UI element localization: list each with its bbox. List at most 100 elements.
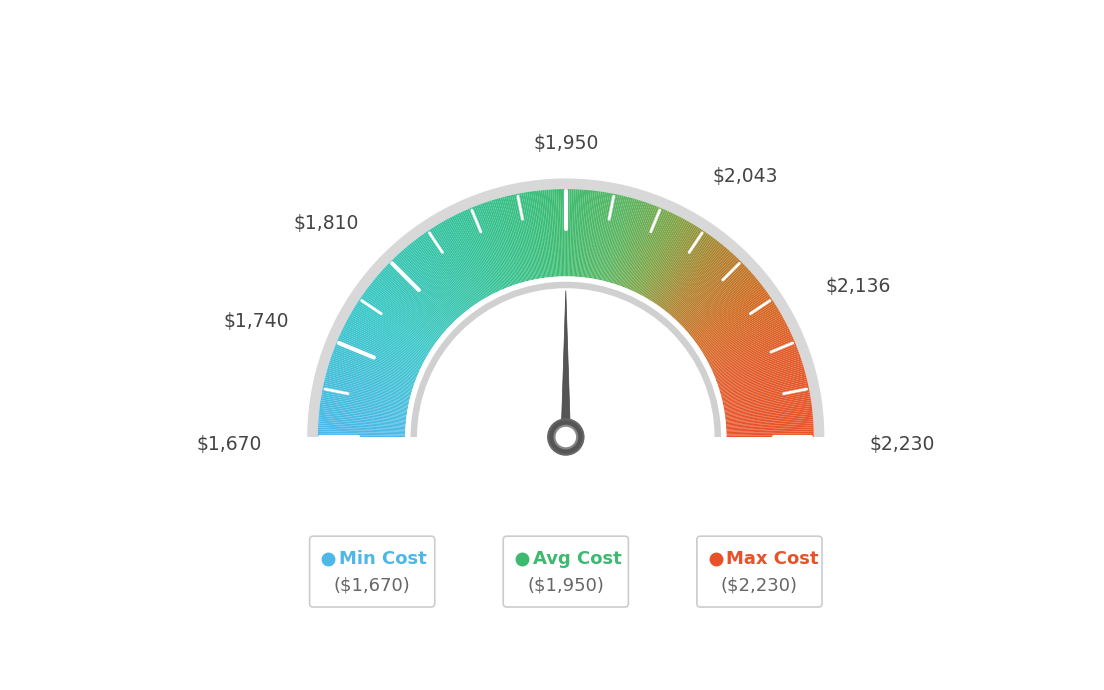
Wedge shape [718,359,802,387]
Wedge shape [454,215,493,294]
Wedge shape [650,226,699,302]
Wedge shape [393,257,455,322]
Wedge shape [723,386,809,406]
Wedge shape [703,309,779,355]
Wedge shape [361,296,434,347]
Wedge shape [386,264,450,326]
Wedge shape [609,198,635,283]
Wedge shape [335,346,416,379]
Wedge shape [466,210,502,290]
Wedge shape [673,253,733,318]
Wedge shape [661,237,714,308]
Wedge shape [443,221,487,297]
Wedge shape [647,223,692,299]
Wedge shape [665,241,720,311]
Wedge shape [644,219,687,297]
Wedge shape [338,339,418,375]
Wedge shape [318,424,405,429]
Wedge shape [725,414,813,423]
Wedge shape [369,285,439,339]
Wedge shape [726,425,814,431]
Wedge shape [694,290,766,343]
Wedge shape [340,333,420,371]
Wedge shape [510,195,531,281]
Wedge shape [471,207,506,288]
Wedge shape [384,267,448,328]
Wedge shape [326,375,411,398]
Wedge shape [364,291,436,344]
Wedge shape [630,210,668,290]
Wedge shape [381,270,447,330]
Wedge shape [539,190,550,277]
Wedge shape [318,429,405,433]
Wedge shape [635,213,675,293]
Wedge shape [722,383,808,403]
Wedge shape [679,262,743,324]
Wedge shape [449,217,491,295]
Wedge shape [467,208,503,290]
Wedge shape [710,328,789,368]
Wedge shape [569,189,572,277]
Wedge shape [670,248,729,316]
FancyBboxPatch shape [309,536,435,607]
Wedge shape [711,331,790,370]
Wedge shape [402,250,460,317]
Wedge shape [726,435,814,437]
Wedge shape [549,190,555,277]
Wedge shape [338,337,418,373]
Wedge shape [633,212,671,292]
Wedge shape [415,239,469,309]
Wedge shape [318,422,405,428]
Wedge shape [654,230,703,304]
Wedge shape [556,189,561,277]
Wedge shape [721,372,806,396]
Wedge shape [529,192,543,278]
Wedge shape [607,197,631,282]
Wedge shape [320,400,407,415]
Wedge shape [562,189,564,277]
Text: Avg Cost: Avg Cost [533,550,622,568]
Wedge shape [646,221,690,298]
Wedge shape [319,412,406,422]
Wedge shape [521,193,538,279]
Wedge shape [721,373,806,397]
Polygon shape [561,290,571,437]
Wedge shape [318,427,405,432]
Wedge shape [558,189,562,277]
Wedge shape [648,224,693,299]
Wedge shape [328,364,412,391]
Circle shape [554,426,577,449]
Wedge shape [346,321,424,363]
Wedge shape [726,433,814,436]
Wedge shape [586,191,598,278]
Wedge shape [460,212,499,292]
Wedge shape [541,190,551,277]
Wedge shape [705,316,783,359]
Wedge shape [687,273,753,332]
Wedge shape [725,415,813,424]
Wedge shape [571,189,575,277]
Wedge shape [358,301,432,350]
Wedge shape [344,323,423,364]
Wedge shape [639,216,680,295]
Wedge shape [373,279,442,335]
Wedge shape [666,244,722,313]
Wedge shape [615,201,645,285]
Wedge shape [323,383,410,403]
Wedge shape [344,324,423,365]
Wedge shape [664,240,718,310]
Wedge shape [350,314,426,359]
Wedge shape [323,385,408,404]
Wedge shape [643,219,686,296]
Wedge shape [401,251,459,317]
Wedge shape [484,202,513,286]
Wedge shape [679,260,741,324]
Wedge shape [327,370,412,395]
Wedge shape [325,377,410,400]
Wedge shape [655,231,705,304]
Wedge shape [438,224,484,299]
Wedge shape [428,230,478,304]
Wedge shape [410,244,466,313]
Wedge shape [385,266,449,327]
Wedge shape [684,270,751,330]
